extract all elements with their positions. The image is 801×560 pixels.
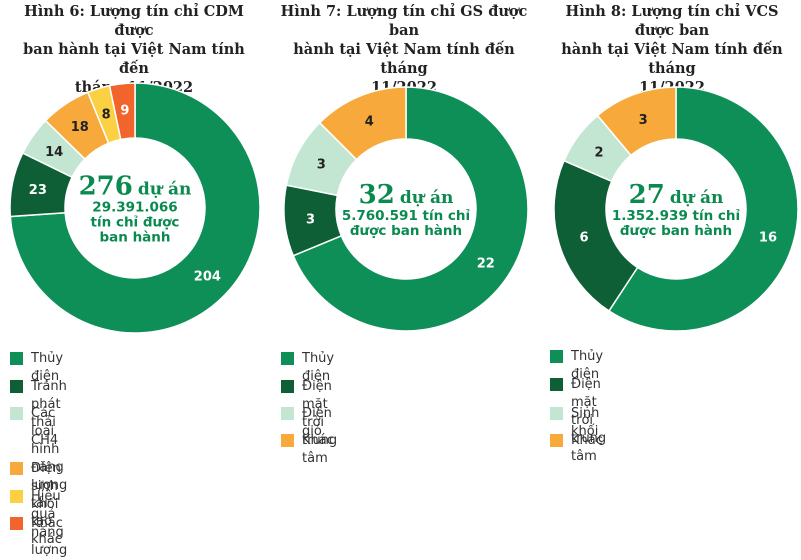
legend-label: Thủy điện bbox=[31, 351, 64, 384]
center-subtitle: ban hành bbox=[99, 230, 170, 246]
legend-swatch bbox=[10, 352, 23, 365]
center-subtitle: 29.391.066 bbox=[92, 200, 177, 216]
center-count: 32 dự án bbox=[359, 180, 454, 210]
center-count: 276 dự án bbox=[79, 172, 192, 202]
slice-0 bbox=[9, 82, 261, 334]
legend-swatch bbox=[10, 407, 23, 420]
slices bbox=[9, 82, 261, 334]
legend-swatch bbox=[281, 434, 294, 447]
slice-value-label: 23 bbox=[29, 183, 47, 198]
legend-swatch bbox=[10, 462, 23, 475]
slices bbox=[553, 86, 799, 332]
legend-swatch bbox=[550, 350, 563, 363]
legend-swatch bbox=[10, 490, 23, 503]
center-subtitle: tín chỉ được bbox=[91, 215, 180, 231]
title-line: Hình 7: Lượng tín chỉ GS được ban bbox=[280, 3, 528, 39]
legend-item: Sinh khối bbox=[550, 405, 599, 441]
title-line: Hình 6: Lượng tín chỉ CDM được bbox=[24, 3, 244, 39]
legend-label: Thủy điện bbox=[302, 351, 335, 384]
legend-label: Tránh phát thải CH4 bbox=[31, 379, 67, 448]
legend-item: Tránh phát thải CH4 bbox=[10, 378, 67, 450]
legend-item: Điện mặt trời trung tâm bbox=[281, 378, 337, 468]
legend-item: Khác bbox=[281, 432, 334, 450]
slice-5 bbox=[108, 82, 136, 141]
legend-label: Sinh khối bbox=[571, 406, 600, 439]
slice-value-label: 8 bbox=[102, 107, 111, 122]
legend-label: Khác bbox=[302, 433, 334, 448]
slice-3 bbox=[596, 86, 677, 157]
center-count: 27 dự án bbox=[629, 180, 724, 210]
title-line: hành tại Việt Nam tính đến tháng bbox=[293, 41, 515, 77]
slice-0 bbox=[292, 86, 529, 332]
legend-item: Điện mặt trời trung tâm bbox=[550, 376, 606, 466]
legend-label: Điện gió bbox=[302, 406, 332, 439]
legend-item: Khác bbox=[550, 432, 603, 450]
legend-label: Khác bbox=[571, 433, 603, 448]
center-subtitle: 5.760.591 tín chỉ bbox=[342, 208, 471, 224]
slice-value-label: 3 bbox=[306, 212, 315, 227]
title-line: Hình 8: Lượng tín chỉ VCS được ban bbox=[565, 3, 779, 39]
legend-swatch bbox=[550, 378, 563, 391]
legend-swatch bbox=[281, 380, 294, 393]
slice-value-label: 3 bbox=[317, 158, 326, 173]
title-line: ban hành tại Việt Nam tính đến bbox=[23, 41, 245, 77]
legend-swatch bbox=[10, 517, 23, 530]
slice-value-label: 3 bbox=[639, 113, 648, 128]
slice-value-label: 22 bbox=[477, 256, 495, 271]
slice-value-label: 204 bbox=[194, 270, 221, 285]
legend-item: Điện gió bbox=[281, 405, 332, 441]
slice-3 bbox=[318, 86, 407, 161]
slice-value-label: 9 bbox=[120, 104, 129, 119]
slice-value-label: 14 bbox=[45, 145, 63, 160]
center-subtitle: được ban hành bbox=[350, 223, 462, 239]
legend-label: Các loại hình năng lượng tái tạo khác bbox=[31, 406, 68, 547]
center-subtitle: 1.352.939 tín chỉ bbox=[612, 208, 741, 224]
legend-item: Thủy điện bbox=[281, 350, 334, 386]
legend-item: Các loại hình năng lượng tái tạo khác bbox=[10, 405, 67, 549]
legend-item: Thủy điện bbox=[550, 348, 603, 384]
slice-value-label: 16 bbox=[759, 231, 777, 246]
slice-value-label: 18 bbox=[71, 120, 89, 135]
chart-title: Hình 6: Lượng tín chỉ CDM được ban hành … bbox=[8, 2, 260, 97]
legend-swatch bbox=[550, 407, 563, 420]
slice-value-label: 4 bbox=[365, 114, 374, 129]
legend-item: Điện sinh khối bbox=[10, 460, 61, 514]
slice-value-label: 6 bbox=[580, 231, 589, 246]
legend-swatch bbox=[550, 434, 563, 447]
slices bbox=[283, 86, 529, 332]
center-subtitle: được ban hành bbox=[620, 223, 732, 239]
slice-value-label: 2 bbox=[594, 146, 603, 161]
slice-0 bbox=[607, 86, 799, 332]
legend-label: Điện mặt trời trung tâm bbox=[302, 379, 338, 466]
legend-swatch bbox=[10, 380, 23, 393]
legend-swatch bbox=[281, 352, 294, 365]
legend-item: Khác bbox=[10, 515, 63, 533]
legend-label: Điện sinh khối bbox=[31, 461, 61, 512]
legend-item: Thủy điện bbox=[10, 350, 63, 386]
legend-label: Thủy điện bbox=[571, 349, 604, 382]
legend-label: Điện mặt trời trung tâm bbox=[571, 377, 607, 464]
legend-label: Khác bbox=[31, 516, 63, 531]
title-line: hành tại Việt Nam tính đến tháng bbox=[561, 41, 783, 77]
legend-swatch bbox=[281, 407, 294, 420]
